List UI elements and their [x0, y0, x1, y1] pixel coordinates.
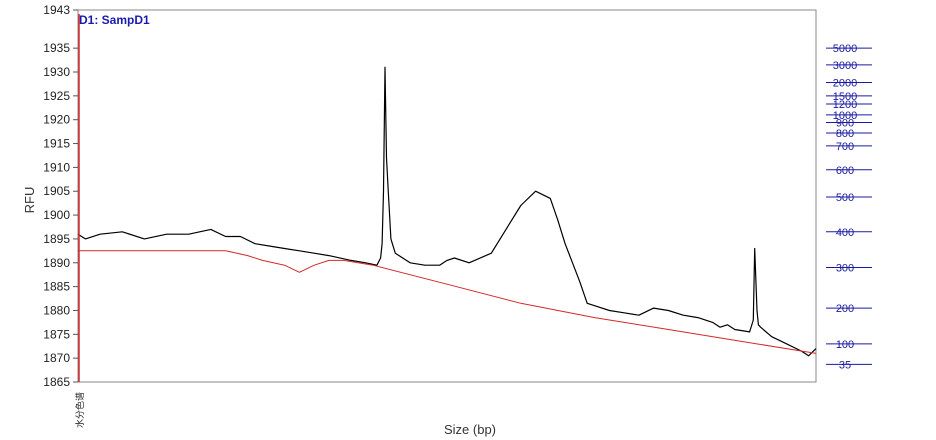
y-tick-label: 1895	[43, 232, 70, 246]
plot-frame	[77, 9, 817, 383]
baseline-trace-line	[78, 250, 817, 354]
y-tick-label: 1890	[43, 256, 70, 270]
ladder-tick-label: 1200	[833, 99, 857, 111]
y-tick-label: 1905	[43, 184, 70, 198]
y-tick-label: 1915	[43, 137, 70, 151]
y-tick-label: 1935	[43, 41, 70, 55]
y-tick-label: 1930	[43, 65, 70, 79]
ladder-tick-label: 1000	[833, 110, 857, 122]
ladder-tick-label: 900	[836, 118, 854, 130]
ladder-tick-label: 35	[839, 359, 851, 371]
ladder-tick-label: 500	[836, 192, 854, 204]
y-tick-label: 1865	[43, 375, 70, 389]
ladder-tick-label: 300	[836, 263, 854, 275]
x-axis-title: Size (bp)	[444, 422, 496, 437]
ladder-tick-label: 5000	[833, 43, 857, 55]
y-tick-label: 1875	[43, 327, 70, 341]
ladder-tick-label: 1500	[833, 91, 857, 103]
ladder-tick-label: 800	[836, 128, 854, 140]
ladder-tick-label: 400	[836, 227, 854, 239]
y-axis: 1943 1935 1930 1925 1920 1915 1910 1905 1900 1895…	[43, 3, 78, 389]
y-tick-label: 1885	[43, 280, 70, 294]
ladder-tick-label: 100	[836, 339, 854, 351]
signal-trace-line	[77, 66, 817, 357]
trace-layer	[77, 66, 817, 357]
y-axis-title: RFU	[22, 187, 37, 214]
x-tick-label: 水分色谱	[74, 392, 85, 428]
ladder-tick-label: 600	[836, 165, 854, 177]
y-tick-label: 1943	[43, 3, 70, 17]
y-tick-label: 1900	[43, 208, 70, 222]
y-tick-label: 1925	[43, 89, 70, 103]
y-tick-label: 1870	[43, 351, 70, 365]
ladder-tick-label: 700	[836, 141, 854, 153]
ladder-tick-label: 3000	[833, 60, 857, 72]
y-tick-label: 1910	[43, 160, 70, 174]
sample-label: D1: SampD1	[79, 13, 150, 27]
ladder-tick-label: 2000	[833, 77, 857, 89]
y-tick-label: 1920	[43, 113, 70, 127]
ladder-tick-label: 200	[836, 303, 854, 315]
y-tick-label: 1880	[43, 303, 70, 317]
